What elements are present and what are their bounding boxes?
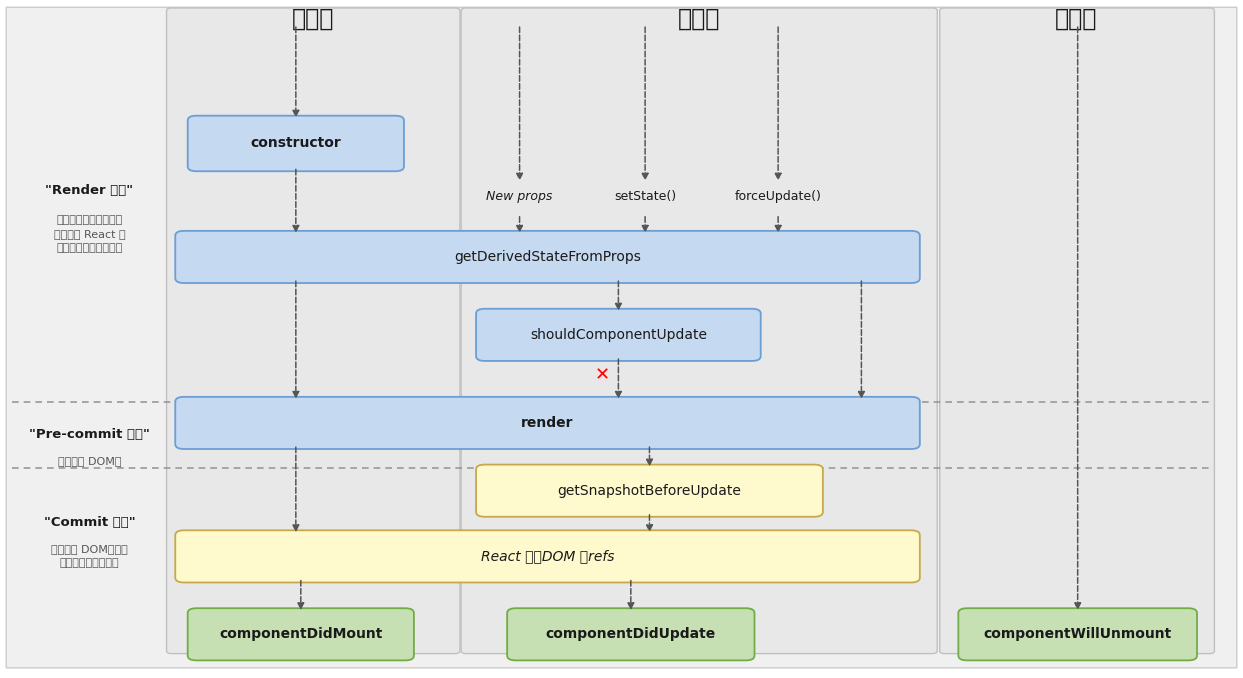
FancyBboxPatch shape — [175, 530, 920, 582]
Text: componentDidMount: componentDidMount — [219, 627, 383, 641]
Text: New props: New props — [486, 191, 553, 203]
Text: render: render — [521, 416, 574, 430]
Text: 卸载时: 卸载时 — [1055, 7, 1098, 31]
FancyBboxPatch shape — [175, 397, 920, 449]
FancyBboxPatch shape — [6, 7, 1237, 668]
Text: 挂载时: 挂载时 — [292, 7, 334, 31]
Text: shouldComponentUpdate: shouldComponentUpdate — [530, 328, 707, 342]
Text: "Pre-commit 阶段": "Pre-commit 阶段" — [29, 428, 150, 441]
FancyBboxPatch shape — [476, 308, 761, 361]
Text: React 更新DOM 和refs: React 更新DOM 和refs — [481, 549, 614, 563]
Text: 纯净且不包含副作用。
可能会被 React 暂
停，中止或重新启动。: 纯净且不包含副作用。 可能会被 React 暂 停，中止或重新启动。 — [53, 215, 126, 254]
Text: constructor: constructor — [250, 136, 342, 151]
FancyBboxPatch shape — [175, 231, 920, 283]
Text: 更新时: 更新时 — [677, 7, 720, 31]
Text: componentWillUnmount: componentWillUnmount — [983, 627, 1172, 641]
Text: ✕: ✕ — [594, 367, 610, 384]
FancyBboxPatch shape — [958, 608, 1197, 660]
Text: getSnapshotBeforeUpdate: getSnapshotBeforeUpdate — [558, 483, 741, 498]
Text: "Render 阶段": "Render 阶段" — [46, 184, 133, 197]
Text: 可以读取 DOM。: 可以读取 DOM。 — [57, 456, 122, 466]
Text: forceUpdate(): forceUpdate() — [735, 191, 822, 203]
FancyBboxPatch shape — [476, 464, 823, 517]
FancyBboxPatch shape — [167, 8, 460, 654]
FancyBboxPatch shape — [507, 608, 755, 660]
Text: componentDidUpdate: componentDidUpdate — [546, 627, 716, 641]
FancyBboxPatch shape — [188, 608, 414, 660]
Text: setState(): setState() — [614, 191, 676, 203]
FancyBboxPatch shape — [940, 8, 1214, 654]
Text: getDerivedStateFromProps: getDerivedStateFromProps — [454, 250, 641, 264]
Text: "Commit 阶段": "Commit 阶段" — [44, 516, 135, 529]
Text: 可以使用 DOM，运行
副作用，安排更新。: 可以使用 DOM，运行 副作用，安排更新。 — [51, 544, 128, 568]
FancyBboxPatch shape — [461, 8, 937, 654]
FancyBboxPatch shape — [188, 116, 404, 172]
